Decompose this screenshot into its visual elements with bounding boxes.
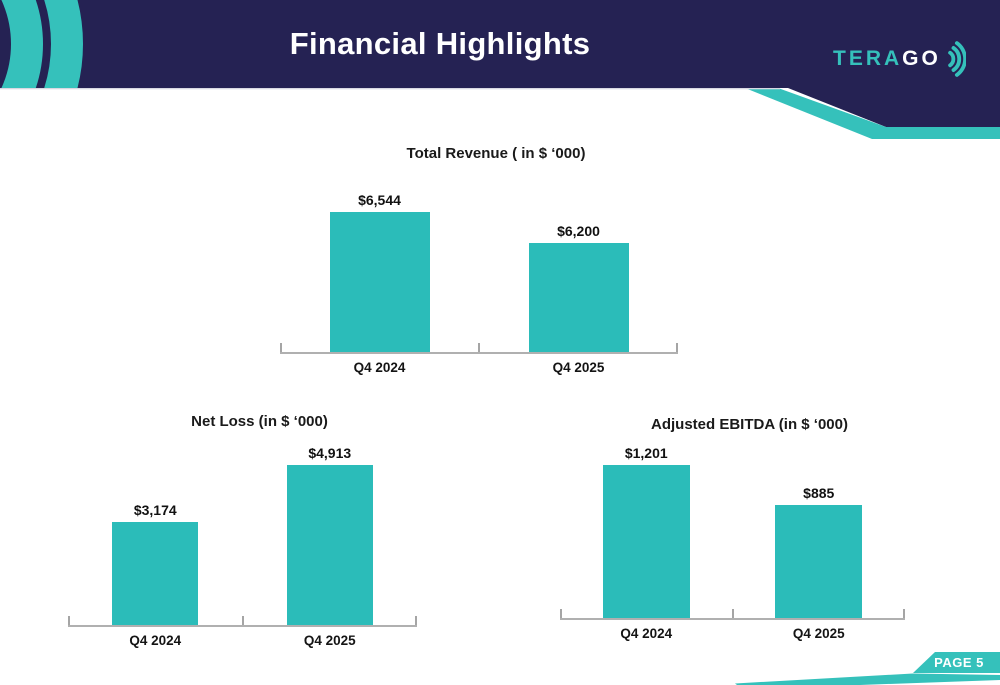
plot-area: $1,201 $885 bbox=[560, 440, 905, 618]
category-label: Q4 2024 bbox=[353, 360, 406, 375]
logo-text: TERAGO bbox=[833, 47, 941, 71]
axis-tick bbox=[903, 609, 905, 618]
chart-title: Total Revenue ( in $ ‘000) bbox=[406, 145, 586, 162]
axis-tick bbox=[478, 343, 480, 352]
bar-q4-2025 bbox=[528, 243, 629, 352]
bar-value-label: $6,544 bbox=[358, 192, 401, 208]
logo-text-tera: TERA bbox=[833, 47, 903, 70]
footer-wedge-shape bbox=[735, 673, 1000, 685]
category-label: Q4 2025 bbox=[792, 626, 845, 641]
chart-adjusted-ebitda: Adjusted EBITDA (in $ ‘000) $1,201 $885 Q… bbox=[560, 413, 905, 644]
header-divider-line bbox=[0, 88, 780, 90]
category-label: Q4 2024 bbox=[620, 626, 673, 641]
category-label: Q4 2025 bbox=[303, 633, 356, 648]
chart-total-revenue: Total Revenue ( in $ ‘000) $6,544 $6,200 … bbox=[280, 142, 678, 378]
axis-tick bbox=[68, 616, 70, 625]
page-banner-shape bbox=[913, 652, 1000, 673]
x-axis bbox=[68, 616, 417, 627]
chart-title: Net Loss (in $ ‘000) bbox=[191, 413, 328, 430]
chart-net-loss: Net Loss (in $ ‘000) $3,174 $4,913 Q4 202… bbox=[68, 410, 417, 651]
bar-q4-2024 bbox=[112, 522, 199, 625]
axis-tick bbox=[241, 616, 244, 625]
bar-value-label: $6,200 bbox=[557, 223, 600, 239]
category-labels: Q4 2024 Q4 2025 bbox=[560, 626, 905, 643]
bar-value-label: $4,913 bbox=[308, 445, 352, 461]
bar-q4-2025 bbox=[775, 505, 863, 618]
footer-decoration bbox=[735, 652, 1000, 685]
bar-column: $6,200 bbox=[479, 171, 678, 352]
radio-waves-icon bbox=[0, 0, 83, 127]
bar-value-label: $3,174 bbox=[133, 502, 177, 518]
header-background bbox=[0, 0, 1000, 139]
page-number-badge: PAGE 5 bbox=[934, 655, 984, 670]
bar-value-label: $885 bbox=[803, 485, 835, 501]
axis-tick bbox=[280, 343, 282, 352]
axis-tick bbox=[560, 609, 562, 618]
bar-q4-2025 bbox=[286, 465, 373, 625]
bar-column: $885 bbox=[733, 440, 906, 618]
bar-column: $6,544 bbox=[280, 171, 479, 352]
axis-tick bbox=[731, 609, 734, 618]
signal-waves-icon bbox=[948, 41, 966, 77]
category-labels: Q4 2024 Q4 2025 bbox=[280, 360, 678, 377]
page-title: Financial Highlights bbox=[289, 26, 591, 61]
bar-q4-2024 bbox=[602, 465, 690, 618]
header-teal-stripe bbox=[745, 88, 1000, 139]
category-label: Q4 2025 bbox=[552, 360, 605, 375]
axis-tick bbox=[676, 343, 678, 352]
plot-area: $6,544 $6,200 bbox=[280, 171, 678, 352]
axis-tick bbox=[415, 616, 417, 625]
x-axis bbox=[280, 343, 678, 354]
header-navy-shape bbox=[0, 0, 1000, 127]
category-label: Q4 2024 bbox=[129, 633, 182, 648]
bar-column: $4,913 bbox=[243, 430, 418, 625]
terago-logo: TERAGO bbox=[833, 36, 966, 82]
bar-column: $3,174 bbox=[68, 430, 243, 625]
plot-area: $3,174 $4,913 bbox=[68, 430, 417, 625]
chart-title: Adjusted EBITDA (in $ ‘000) bbox=[651, 416, 848, 433]
bar-column: $1,201 bbox=[560, 440, 733, 618]
bar-q4-2024 bbox=[329, 212, 430, 352]
x-axis bbox=[560, 609, 905, 620]
logo-text-go: GO bbox=[902, 47, 941, 70]
category-labels: Q4 2024 Q4 2025 bbox=[68, 633, 417, 650]
bar-value-label: $1,201 bbox=[624, 445, 668, 461]
